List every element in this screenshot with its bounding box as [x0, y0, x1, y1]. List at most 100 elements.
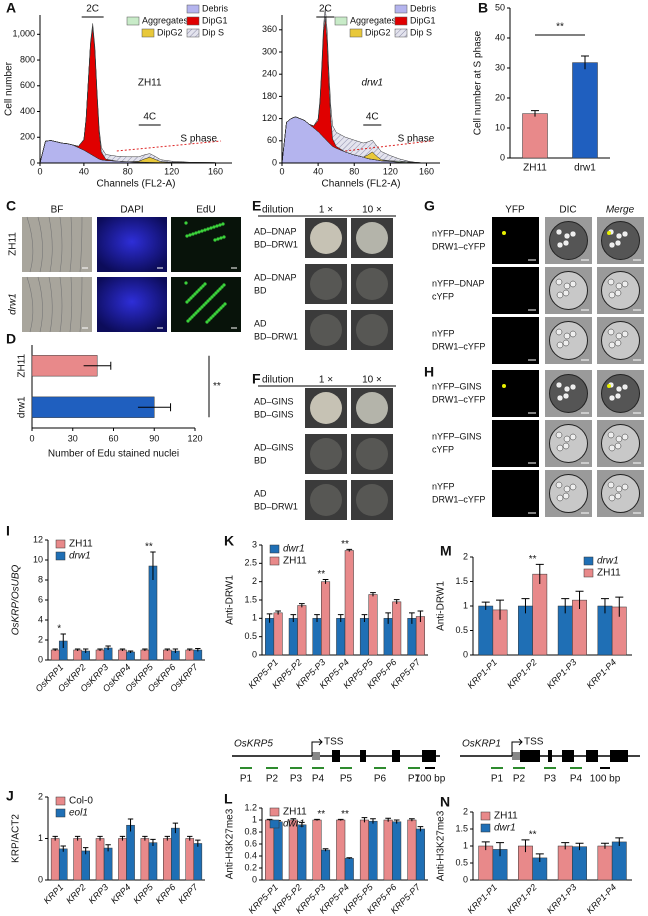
legend-swatch	[269, 556, 280, 566]
category-label: KRP1-P1	[465, 882, 499, 916]
cell-outline	[37, 276, 43, 333]
bar	[597, 845, 613, 881]
protoplast	[601, 474, 640, 513]
bar	[171, 827, 180, 881]
bar	[148, 565, 158, 661]
legend-swatch	[269, 544, 280, 554]
edu-dot	[192, 313, 196, 317]
exon	[562, 750, 574, 762]
y-tick-label: 1.2	[244, 802, 257, 812]
y-tick-label: 6	[38, 594, 43, 604]
legend-swatch	[334, 16, 348, 26]
micrograph	[492, 420, 539, 467]
primer-label: P6	[374, 774, 387, 785]
error-bar	[266, 818, 273, 821]
y-tick-label: 1	[252, 613, 257, 623]
y-tick-label: 300	[262, 46, 277, 56]
row-label: AD–GINS	[254, 442, 294, 452]
error-bar	[581, 55, 589, 70]
error-bar	[393, 599, 400, 605]
legend-label: DipG1	[202, 15, 228, 25]
bar	[312, 618, 322, 656]
error-bar	[290, 818, 297, 822]
edu-dot	[218, 223, 222, 227]
legend-label: drw1	[69, 551, 91, 562]
bar	[265, 819, 275, 881]
significance: **	[145, 542, 153, 553]
error-bar	[322, 578, 329, 584]
bar	[163, 838, 172, 881]
legend-label: dwr1	[283, 819, 305, 830]
panel-label: L	[224, 791, 233, 807]
legend-swatch	[55, 551, 66, 561]
error-bar	[172, 648, 179, 653]
micrograph	[97, 277, 167, 332]
micrograph	[492, 370, 539, 417]
significance: **	[529, 830, 537, 841]
category-label: KRP1-P2	[505, 882, 539, 916]
panel-label: I	[6, 523, 10, 539]
chloroplast	[556, 444, 564, 452]
chloroplast	[555, 228, 563, 236]
annotation: 4C	[366, 112, 379, 123]
bar	[415, 828, 425, 881]
chloroplast	[615, 385, 623, 393]
panel-label: A	[6, 0, 16, 16]
panel-label: D	[6, 331, 16, 347]
chloroplast	[615, 435, 623, 443]
significance: **	[213, 381, 221, 392]
edu-dot	[215, 310, 219, 314]
micrograph	[22, 217, 92, 272]
bar	[336, 819, 346, 881]
chloroplast	[608, 341, 616, 349]
y-tick-label: 0	[272, 157, 277, 167]
colony	[356, 222, 388, 254]
chloroplast	[608, 241, 616, 249]
y-tick-label: 600	[20, 80, 35, 90]
edu-dot	[216, 237, 220, 241]
bar	[163, 649, 172, 661]
bar	[392, 821, 402, 881]
exon	[360, 750, 366, 762]
primer-label: P4	[570, 774, 583, 785]
category-label: KRP1-P3	[545, 657, 579, 691]
error-bar	[417, 826, 424, 832]
error-bar	[150, 838, 156, 846]
error-bar	[385, 612, 392, 624]
legend-swatch	[269, 819, 280, 829]
bar	[368, 820, 378, 881]
chloroplast	[555, 328, 563, 336]
edu-dot	[193, 292, 197, 296]
category-label: ZH11	[523, 163, 547, 174]
bar	[185, 838, 195, 881]
y-tick-label: 0	[252, 649, 257, 659]
legend-swatch	[55, 796, 66, 806]
y-tick-label: 120	[262, 113, 277, 123]
category-label: KRP5	[131, 881, 155, 905]
colony	[356, 438, 388, 470]
error-bar	[561, 598, 570, 614]
chloroplast	[615, 232, 623, 240]
chloroplast	[608, 444, 616, 452]
edu-dot	[200, 229, 204, 233]
error-bar	[164, 648, 171, 651]
exon	[392, 750, 400, 762]
protoplast	[549, 321, 588, 360]
edu-dot	[188, 317, 192, 321]
error-bar	[119, 835, 126, 841]
significance: **	[341, 539, 349, 550]
legend-swatch	[55, 539, 66, 549]
legend-swatch	[186, 16, 200, 26]
edu-dot	[191, 294, 195, 298]
chloroplast	[621, 383, 629, 391]
error-bar	[172, 822, 179, 834]
edu-dot	[217, 308, 221, 312]
category-label: KRP6	[154, 882, 178, 906]
chloroplast	[607, 431, 615, 439]
y-tick-label: 4	[38, 614, 43, 624]
row-label: nYFP	[432, 481, 455, 491]
scale-label: 100 bp	[415, 774, 446, 785]
edu-dot	[220, 285, 224, 289]
edu-dot	[212, 293, 216, 297]
y-tick-label: 0.5	[244, 631, 257, 641]
